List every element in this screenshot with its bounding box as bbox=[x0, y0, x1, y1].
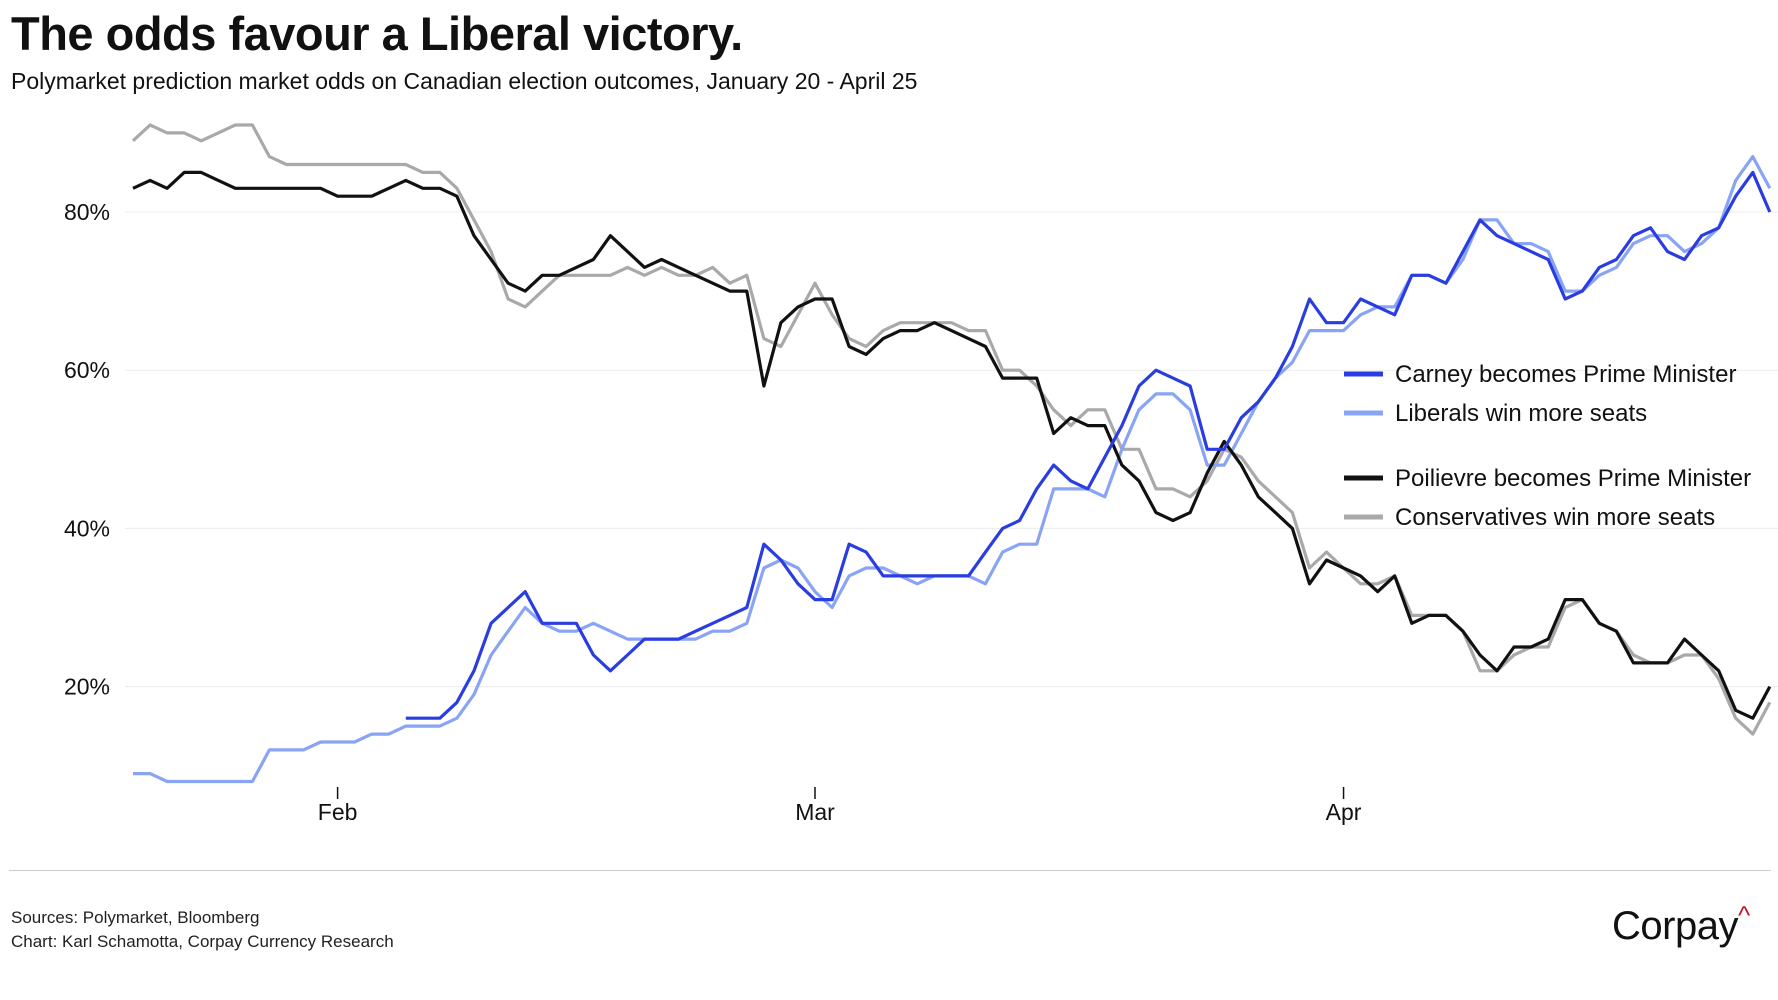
x-axis: Feb Mar Apr bbox=[318, 787, 1362, 825]
chart-subtitle: Polymarket prediction market odds on Can… bbox=[11, 68, 917, 95]
chart-credit: Chart: Karl Schamotta, Corpay Currency R… bbox=[11, 932, 394, 951]
y-tick-label: 40% bbox=[64, 515, 110, 541]
series-line-conservatives-win-more-seats bbox=[131, 123, 1772, 736]
x-tick-label: Mar bbox=[795, 799, 835, 825]
corpay-logo: Corpay^ bbox=[1612, 900, 1750, 949]
x-tick-label: Feb bbox=[318, 799, 358, 825]
series-lines bbox=[131, 123, 1772, 784]
subtitle-date-range: January 20 - April 25 bbox=[700, 68, 918, 94]
chart-title: The odds favour a Liberal victory. bbox=[11, 7, 743, 60]
gridlines bbox=[125, 211, 1778, 688]
legend-label: Carney becomes Prime Minister bbox=[1395, 361, 1736, 388]
legend-label: Conservatives win more seats bbox=[1395, 504, 1715, 531]
legend-label: Liberals win more seats bbox=[1395, 400, 1647, 427]
y-tick-label: 80% bbox=[64, 199, 110, 225]
series-line-poilievre-becomes-prime-minister bbox=[132, 170, 1772, 720]
x-tick-label: Apr bbox=[1326, 799, 1362, 825]
footer-divider bbox=[9, 870, 1771, 871]
logo-caret-icon: ^ bbox=[1737, 900, 1750, 930]
legend-label: Poilievre becomes Prime Minister bbox=[1395, 465, 1751, 492]
sources-note: Sources: Polymarket, Bloomberg bbox=[11, 908, 260, 927]
series-line-carney-becomes-prime-minister bbox=[405, 170, 1772, 720]
y-tick-label: 20% bbox=[64, 674, 110, 700]
logo-text: Corpay bbox=[1612, 904, 1738, 948]
y-tick-label: 60% bbox=[64, 357, 110, 383]
y-axis: 20% 40% 60% 80% bbox=[64, 199, 110, 700]
legend: Carney becomes Prime Minister Liberals wi… bbox=[1344, 361, 1751, 531]
subtitle-text: Polymarket prediction market odds on Can… bbox=[11, 68, 701, 94]
